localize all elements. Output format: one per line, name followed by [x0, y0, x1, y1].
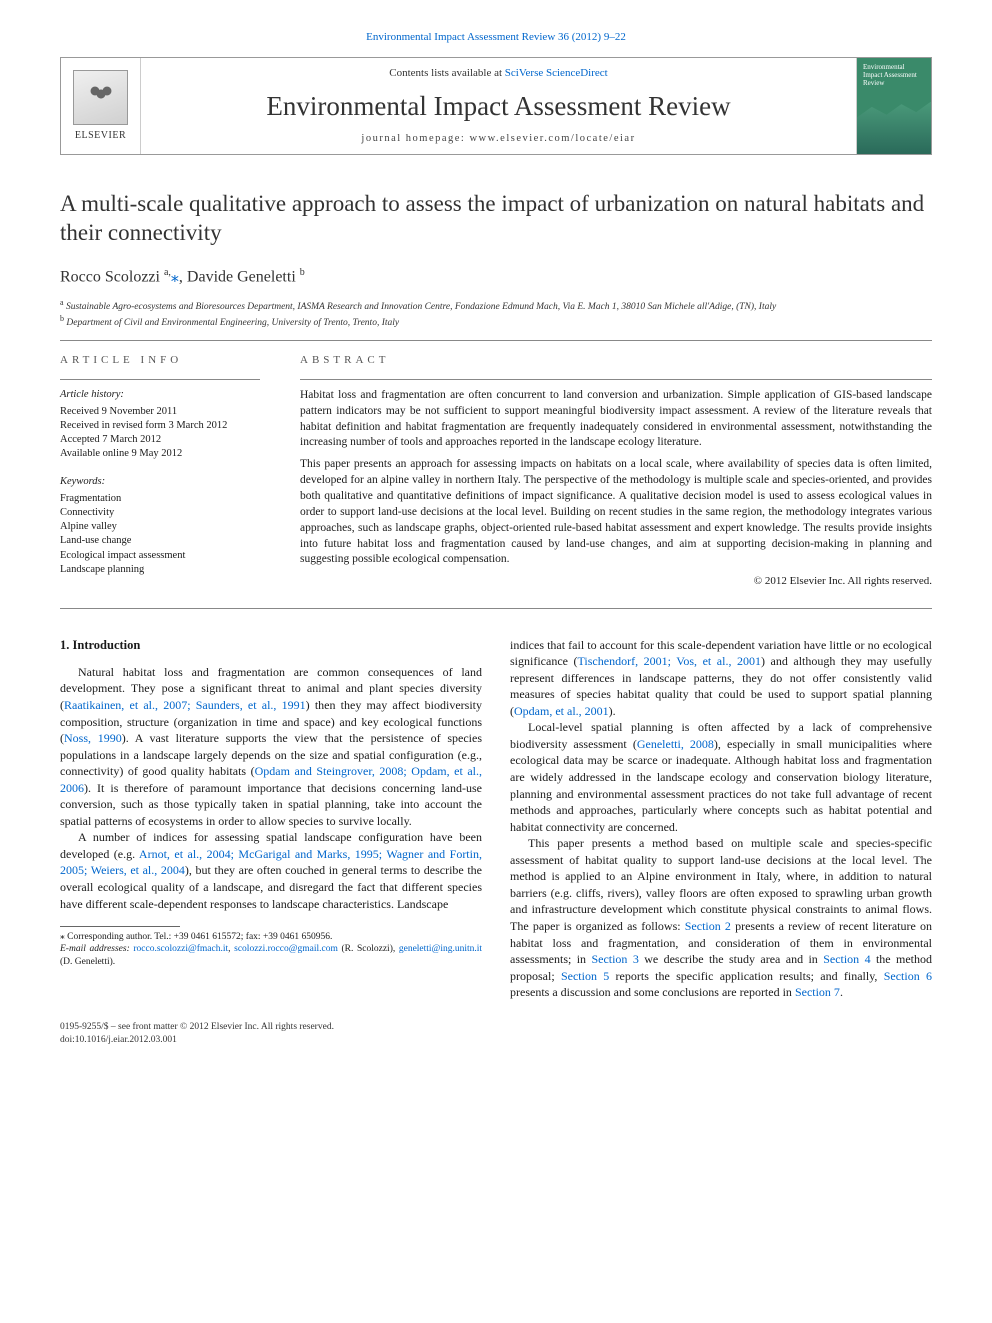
email-who: (D. Geneletti). [60, 957, 115, 967]
email-who: (R. Scolozzi), [341, 944, 395, 954]
affiliation-b: b Department of Civil and Environmental … [60, 314, 932, 330]
journal-cover-thumb: Environmental Impact Assessment Review [856, 58, 931, 154]
homepage-line: journal homepage: www.elsevier.com/locat… [151, 132, 846, 147]
cover-thumb-title: Environmental Impact Assessment Review [863, 64, 925, 87]
history-item: Available online 9 May 2012 [60, 447, 260, 461]
section-link[interactable]: Section 7 [795, 985, 840, 999]
contents-line: Contents lists available at SciVerse Sci… [151, 66, 846, 81]
affiliations: a Sustainable Agro-ecosystems and Biores… [60, 298, 932, 330]
cover-wave-icon [857, 102, 931, 155]
meta-row: article info Article history: Received 9… [60, 353, 932, 589]
elsevier-tree-icon [73, 70, 128, 125]
affiliation-a-text: Sustainable Agro-ecosystems and Bioresou… [66, 303, 776, 313]
keyword: Land-use change [60, 534, 260, 548]
email-link[interactable]: geneletti@ing.unitn.it [399, 944, 482, 954]
elsevier-logo: ELSEVIER [61, 58, 141, 154]
affiliation-b-text: Department of Civil and Environmental En… [66, 319, 399, 329]
t: ). It is therefore of paramount importan… [60, 781, 482, 828]
section-link[interactable]: Section 5 [561, 969, 609, 983]
divider [60, 608, 932, 609]
authors: Rocco Scolozzi a,⁎, Davide Geneletti b [60, 266, 932, 289]
keywords-label: Keywords: [60, 475, 260, 490]
history-item: Accepted 7 March 2012 [60, 433, 260, 447]
email-line: E-mail addresses: rocco.scolozzi@fmach.i… [60, 943, 482, 968]
header-center: Contents lists available at SciVerse Sci… [141, 58, 856, 154]
homepage-url: www.elsevier.com/locate/eiar [469, 133, 635, 144]
abstract-para: This paper presents an approach for asse… [300, 457, 932, 568]
citation-link[interactable]: Tischendorf, 2001; Vos, et al., 2001 [578, 654, 761, 668]
elsevier-label: ELSEVIER [75, 129, 126, 143]
section-link[interactable]: Section 2 [685, 919, 731, 933]
section-link[interactable]: Section 4 [823, 952, 870, 966]
sciencedirect-link[interactable]: SciVerse ScienceDirect [505, 67, 608, 79]
running-head-journal: Environmental Impact Assessment Review [366, 31, 555, 43]
article-title: A multi-scale qualitative approach to as… [60, 190, 932, 248]
doi-line: doi:10.1016/j.eiar.2012.03.001 [60, 1034, 932, 1047]
email-label: E-mail addresses: [60, 944, 130, 954]
body-para: Natural habitat loss and fragmentation a… [60, 664, 482, 829]
article-info-heading: article info [60, 353, 260, 368]
journal-header: ELSEVIER Contents lists available at Sci… [60, 57, 932, 155]
journal-title: Environmental Impact Assessment Review [151, 88, 846, 126]
page-footer: 0195-9255/$ – see front matter © 2012 El… [60, 1021, 932, 1048]
history-item: Received 9 November 2011 [60, 405, 260, 419]
body-para: A number of indices for assessing spatia… [60, 829, 482, 912]
keyword: Landscape planning [60, 563, 260, 577]
body-columns: 1. Introduction Natural habitat loss and… [60, 637, 932, 1001]
corr-author-note: ⁎ Corresponding author. Tel.: +39 0461 6… [60, 931, 482, 943]
footnote-rule [60, 926, 180, 927]
section-link[interactable]: Section 6 [884, 969, 932, 983]
abstract-copyright: © 2012 Elsevier Inc. All rights reserved… [300, 574, 932, 589]
article-info-block: article info Article history: Received 9… [60, 353, 260, 589]
abstract-block: abstract Habitat loss and fragmentation … [300, 353, 932, 589]
email-link[interactable]: scolozzi.rocco@gmail.com [234, 944, 338, 954]
keyword: Ecological impact assessment [60, 549, 260, 563]
citation-link[interactable]: Opdam, et al., 2001 [514, 704, 609, 718]
t: ). [609, 704, 616, 718]
keyword: Connectivity [60, 506, 260, 520]
citation-link[interactable]: Geneletti, 2008 [637, 737, 714, 751]
history-item: Received in revised form 3 March 2012 [60, 419, 260, 433]
body-para: This paper presents a method based on mu… [510, 835, 932, 1000]
running-head-link[interactable]: Environmental Impact Assessment Review 3… [366, 31, 626, 43]
section-link[interactable]: Section 3 [591, 952, 638, 966]
email-link[interactable]: rocco.scolozzi@fmach.it [133, 944, 228, 954]
divider [300, 379, 932, 380]
abstract-text: Habitat loss and fragmentation are often… [300, 388, 932, 568]
running-head-citation: 36 (2012) 9–22 [558, 31, 626, 43]
t: presents a discussion and some conclusio… [510, 985, 795, 999]
running-head: Environmental Impact Assessment Review 3… [60, 30, 932, 45]
issn-line: 0195-9255/$ – see front matter © 2012 El… [60, 1021, 932, 1034]
body-para: Local-level spatial planning is often af… [510, 719, 932, 835]
citation-link[interactable]: Raatikainen, et al., 2007; Saunders, et … [64, 698, 306, 712]
t: . [840, 985, 843, 999]
abstract-para: Habitat loss and fragmentation are often… [300, 388, 932, 451]
homepage-prefix: journal homepage: [361, 133, 465, 144]
body-para: indices that fail to account for this sc… [510, 637, 932, 720]
section-heading: 1. Introduction [60, 637, 482, 654]
t: we describe the study area and in [639, 952, 823, 966]
divider [60, 340, 932, 341]
affiliation-a: a Sustainable Agro-ecosystems and Biores… [60, 298, 932, 314]
abstract-heading: abstract [300, 353, 932, 368]
keyword: Alpine valley [60, 520, 260, 534]
contents-prefix: Contents lists available at [389, 67, 502, 79]
t: ), especially in small municipalities wh… [510, 737, 932, 834]
citation-link[interactable]: Noss, 1990 [64, 731, 122, 745]
t: reports the specific application results… [609, 969, 883, 983]
divider [60, 379, 260, 380]
keyword: Fragmentation [60, 492, 260, 506]
footnotes: ⁎ Corresponding author. Tel.: +39 0461 6… [60, 931, 482, 968]
history-label: Article history: [60, 388, 260, 403]
